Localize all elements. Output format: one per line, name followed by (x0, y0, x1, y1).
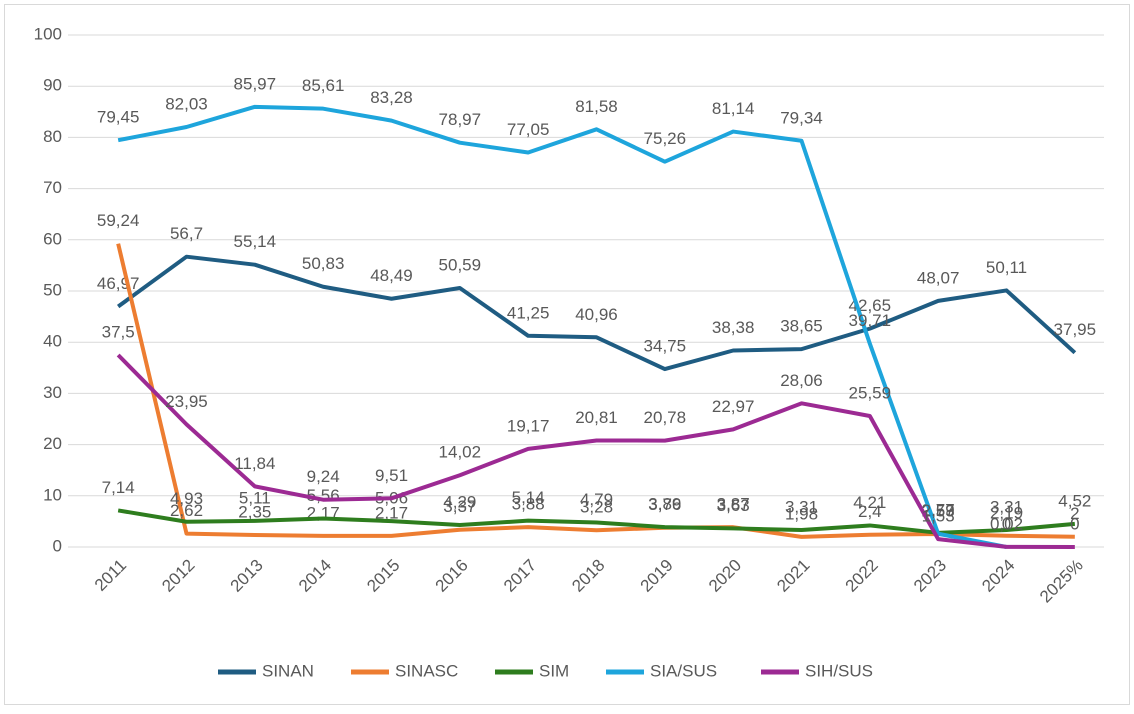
data-label: 85,61 (302, 76, 345, 95)
data-label: 2,59 (922, 501, 955, 520)
legend-label: SIA/SUS (650, 661, 717, 680)
y-tick-label: 30 (43, 383, 62, 402)
data-label: 78,97 (439, 110, 482, 129)
data-label: 14,02 (439, 443, 482, 462)
data-label: 2,19 (990, 503, 1023, 522)
data-label: 4,21 (853, 493, 886, 512)
data-label: 50,11 (986, 258, 1027, 277)
data-label: 79,34 (780, 108, 823, 127)
data-label: 4,29 (443, 493, 476, 512)
data-label: 3,63 (717, 496, 750, 515)
y-tick-label: 70 (43, 178, 62, 197)
data-label: 48,07 (917, 268, 960, 287)
data-label: 4,93 (170, 489, 203, 508)
data-label: 48,49 (370, 266, 413, 285)
data-label: 9,51 (375, 466, 408, 485)
y-tick-label: 10 (43, 485, 62, 504)
data-label: 3,31 (785, 498, 818, 517)
data-label: 3,28 (580, 498, 613, 517)
data-label: 55,14 (234, 232, 277, 251)
data-label: 2,35 (238, 502, 271, 521)
y-tick-label: 40 (43, 332, 62, 351)
chart-border (4, 4, 1130, 705)
data-label: 28,06 (780, 371, 823, 390)
y-tick-label: 20 (43, 434, 62, 453)
data-label: 59,24 (97, 211, 140, 230)
data-label: 20,78 (644, 408, 687, 427)
data-label: 50,83 (302, 254, 345, 273)
series-line (116, 254, 1077, 372)
data-label: 3,31 (990, 498, 1023, 517)
data-label: 34,75 (644, 337, 687, 356)
data-label: 5,11 (239, 488, 271, 507)
data-label: 3,89 (648, 495, 681, 514)
data-label: 3,88 (512, 495, 545, 514)
data-label: 85,97 (234, 74, 277, 93)
data-label: 4,52 (1058, 491, 1091, 510)
y-tick-label: 100 (34, 24, 62, 43)
y-tick-label: 50 (43, 280, 62, 299)
legend-label: SIM (539, 661, 569, 680)
series-line (117, 104, 1007, 549)
data-label: 0,02 (990, 514, 1023, 533)
data-label: 83,28 (370, 88, 413, 107)
data-label: 2,17 (375, 503, 408, 522)
data-label: 81,58 (575, 97, 618, 116)
data-label: 23,95 (165, 392, 208, 411)
data-label: 1,98 (785, 504, 818, 523)
data-label: 22,97 (712, 397, 755, 416)
data-label: 38,38 (712, 318, 755, 337)
series-line (116, 353, 1075, 549)
legend-label: SINAN (262, 661, 314, 680)
series-line (117, 508, 1076, 535)
data-label: 3,37 (443, 497, 476, 516)
data-label: 1,53 (922, 507, 955, 526)
data-label: 3,87 (717, 495, 750, 514)
data-label: 0 (1070, 514, 1079, 533)
data-label: 82,03 (165, 94, 208, 113)
data-label: 41,25 (507, 303, 550, 322)
data-label: 40,96 (575, 305, 618, 324)
data-label: 38,65 (780, 317, 823, 336)
data-label: 77,05 (507, 120, 550, 139)
legend-label: SIH/SUS (805, 661, 873, 680)
data-label: 79,45 (97, 108, 140, 127)
series-line (116, 243, 1075, 539)
data-label: 0 (1002, 514, 1011, 533)
y-tick-label: 0 (53, 536, 62, 555)
data-label: 81,14 (712, 99, 755, 118)
data-label: 25,59 (849, 383, 892, 402)
data-label: 37,95 (1054, 320, 1097, 339)
data-label: 39,71 (849, 311, 892, 330)
data-label: 4,79 (580, 490, 613, 509)
y-tick-label: 80 (43, 127, 62, 146)
data-label: 20,81 (575, 408, 618, 427)
data-label: 2,62 (170, 501, 203, 520)
y-tick-label: 60 (43, 229, 62, 248)
data-label: 19,17 (507, 416, 550, 435)
data-label: 50,59 (439, 255, 482, 274)
data-label: 46,97 (97, 274, 140, 293)
data-label: 37,5 (102, 322, 135, 341)
legend-label: SINASC (395, 661, 458, 680)
data-label: 2,4 (858, 502, 882, 521)
data-label: 7,14 (102, 478, 135, 497)
data-label: 75,26 (644, 129, 687, 148)
data-label: 11,84 (234, 454, 275, 473)
data-label: 9,24 (307, 467, 340, 486)
data-label: 56,7 (170, 224, 203, 243)
data-label: 2 (1070, 504, 1079, 523)
y-tick-label: 90 (43, 76, 62, 95)
data-label: 5,14 (512, 488, 545, 507)
data-label: 3,76 (648, 495, 681, 514)
